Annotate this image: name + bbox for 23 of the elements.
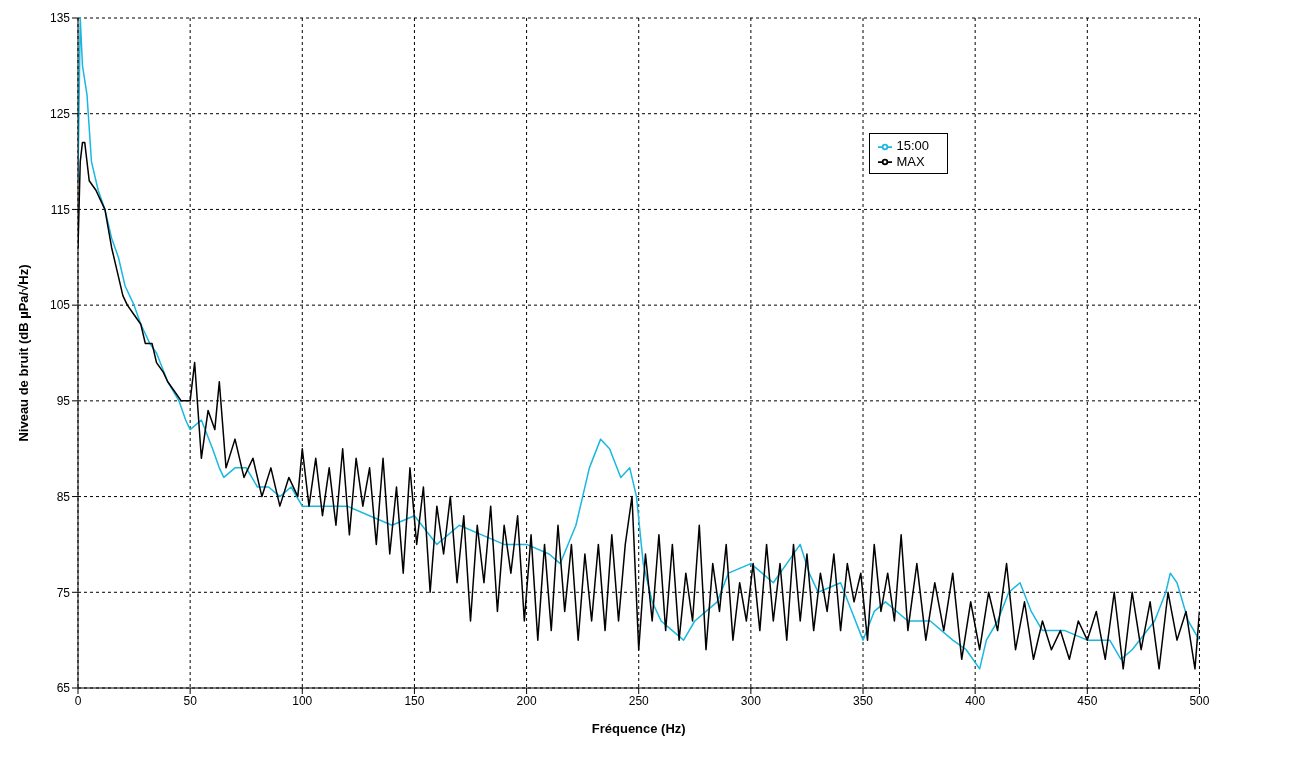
x-tick-label: 0	[74, 693, 82, 708]
x-tick-label: 250	[628, 693, 650, 708]
x-axis-title: Fréquence (Hz)	[591, 721, 686, 736]
y-tick-label: 115	[50, 202, 71, 217]
y-tick-label: 135	[49, 11, 71, 26]
y-tick-label: 75	[56, 585, 71, 600]
x-tick-label: 50	[183, 693, 198, 708]
x-tick-label: 300	[740, 693, 762, 708]
y-tick-label: 65	[56, 681, 71, 696]
y-tick-label: 105	[49, 298, 71, 313]
x-tick-label: 500	[1189, 693, 1210, 708]
x-tick-label: 150	[404, 693, 425, 708]
y-axis-title: Niveau de bruit (dB µPa/√Hz)	[15, 264, 31, 442]
y-tick-label: 95	[56, 394, 71, 409]
x-tick-label: 100	[292, 693, 313, 708]
x-tick-label: 350	[853, 693, 874, 708]
x-tick-label: 200	[516, 693, 537, 708]
x-tick-label: 400	[965, 693, 986, 708]
y-tick-label: 125	[49, 106, 71, 121]
legend-label: MAX	[896, 153, 925, 169]
x-tick-label: 450	[1077, 693, 1098, 708]
legend-label: 15:00	[896, 138, 929, 153]
y-tick-label: 85	[56, 489, 71, 504]
